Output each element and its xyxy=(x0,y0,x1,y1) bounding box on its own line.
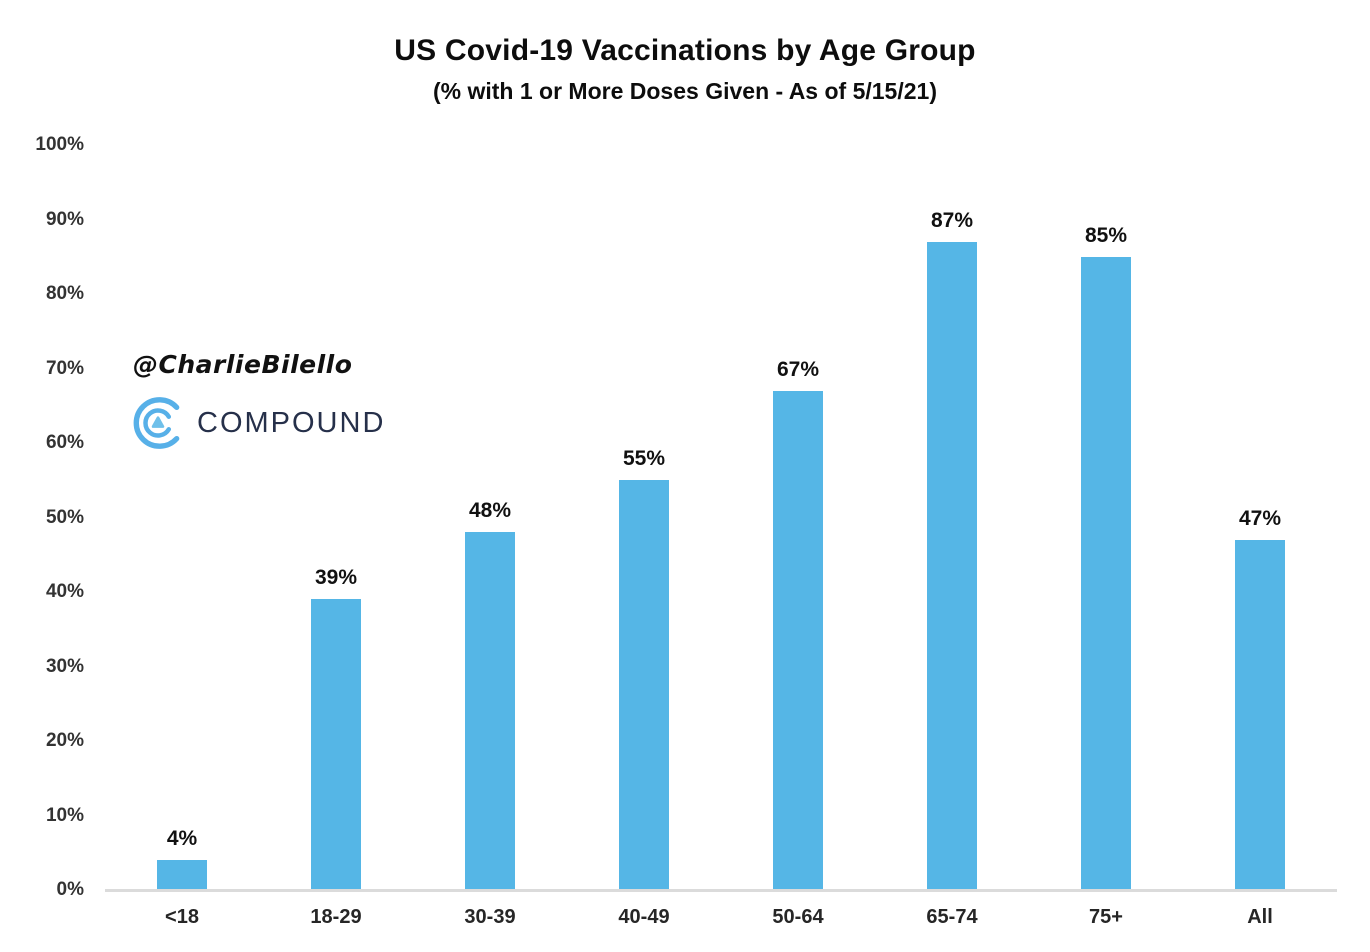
bar-slot: 87% 65-74 xyxy=(875,145,1029,928)
y-tick-label: 70% xyxy=(45,357,84,379)
x-tick-label: All xyxy=(1247,906,1273,928)
y-tick-label: 20% xyxy=(45,730,84,751)
bar xyxy=(619,480,669,890)
bar xyxy=(773,390,823,890)
bar xyxy=(311,599,361,890)
bar-value-label: 48% xyxy=(468,499,512,523)
bar-value-label: 55% xyxy=(622,447,666,471)
bar-slot: 67% 50-64 xyxy=(721,145,875,928)
y-tick-label: 90% xyxy=(45,208,84,230)
x-tick-label: 18-29 xyxy=(310,906,362,928)
y-tick-label: 100% xyxy=(35,134,84,155)
y-tick-label: 80% xyxy=(45,283,84,304)
bar-slot: 47% All xyxy=(1183,145,1337,928)
x-tick-label: 30-39 xyxy=(464,906,516,928)
bar-value-label: 85% xyxy=(1084,223,1128,247)
y-tick-label: 40% xyxy=(45,581,84,602)
bar-value-label: 4% xyxy=(166,827,198,851)
y-tick-label: 60% xyxy=(45,432,84,453)
chart-title: US Covid-19 Vaccinations by Age Group xyxy=(394,34,976,67)
x-tick-label: 75+ xyxy=(1089,906,1123,928)
bar-series: 4% <18 39% 18-29 48% 30-39 55% 40-49 67% 50-64 87%… xyxy=(105,145,1337,928)
y-tick-label: 0% xyxy=(56,879,84,900)
y-tick-label: 10% xyxy=(45,804,84,826)
y-tick-label: 50% xyxy=(45,506,84,528)
x-tick-label: 50-64 xyxy=(772,906,824,928)
x-tick-label: 65-74 xyxy=(926,906,978,928)
bar-value-label: 39% xyxy=(314,566,358,590)
bar-value-label: 67% xyxy=(776,357,820,381)
chart-header: US Covid-19 Vaccinations by Age Group (%… xyxy=(0,34,1370,105)
y-tick-label: 30% xyxy=(45,655,84,677)
bar xyxy=(927,241,977,890)
bar-value-label: 87% xyxy=(930,208,974,232)
chart-subtitle: (% with 1 or More Doses Given - As of 5/… xyxy=(432,78,937,104)
author-handle: @CharlieBilello xyxy=(133,350,353,379)
x-tick-label: <18 xyxy=(165,906,199,928)
compound-logo: COMPOUND xyxy=(133,393,385,453)
watermark: @CharlieBilello COMPOUND xyxy=(133,350,385,453)
bar xyxy=(1235,539,1285,890)
compound-logo-text: COMPOUND xyxy=(197,406,386,439)
bar-slot: 48% 30-39 xyxy=(413,145,567,928)
bar xyxy=(157,860,207,890)
bar-slot: 85% 75+ xyxy=(1029,145,1183,928)
bar xyxy=(1081,256,1131,890)
plot-area: 4% <18 39% 18-29 48% 30-39 55% 40-49 67% 50-64 87%… xyxy=(105,145,1337,928)
bar-slot: 39% 18-29 xyxy=(259,145,413,928)
bar xyxy=(465,532,515,890)
bar-slot: 55% 40-49 xyxy=(567,145,721,928)
bar-value-label: 47% xyxy=(1238,506,1282,530)
x-axis-line xyxy=(105,889,1337,892)
y-axis: 0% 10% 20% 30% 40% 50% 60% 70% 80% 90% 100% xyxy=(0,134,92,900)
bar-slot: 4% <18 xyxy=(105,145,259,928)
x-tick-label: 40-49 xyxy=(618,906,670,928)
compound-arcs-c-icon xyxy=(133,397,180,449)
